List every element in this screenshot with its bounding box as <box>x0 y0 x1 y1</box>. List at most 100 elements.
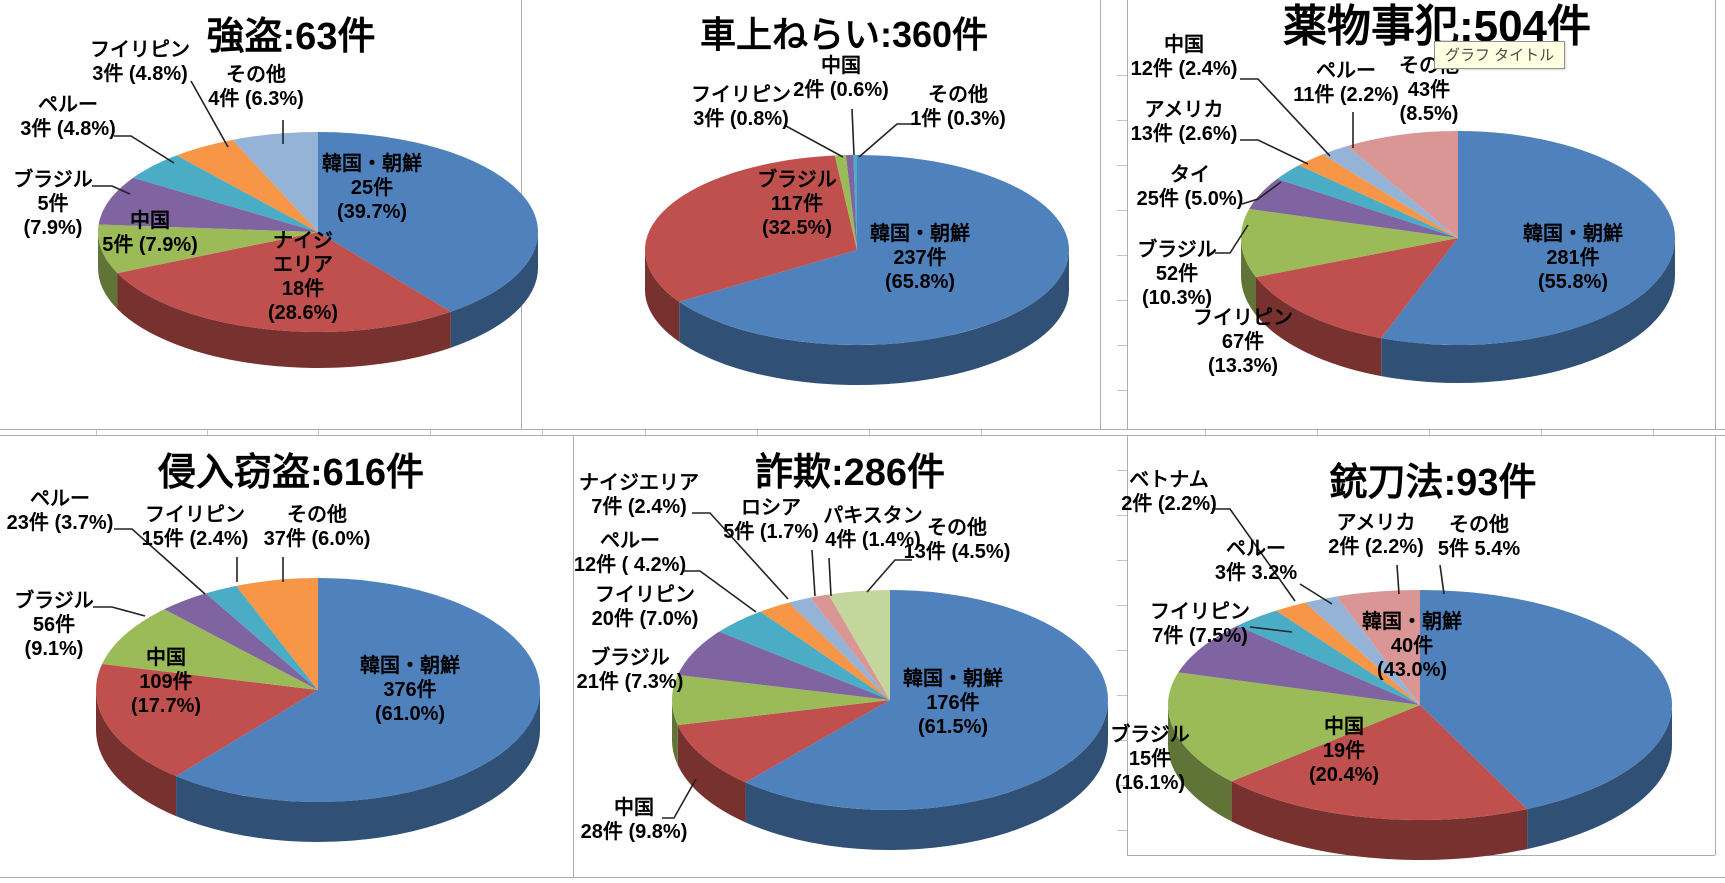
sheet-gridline <box>1117 785 1127 786</box>
chart-title-car-break-in: 車上ねらい:360件 <box>699 14 989 55</box>
pie-slice-fraud-1[interactable] <box>677 700 890 783</box>
sheet-gridline <box>1117 300 1127 301</box>
slice-label-fraud-5: ナイジエリア 7件 (2.4%) <box>579 472 699 518</box>
pie-slice-fraud-8[interactable] <box>828 590 890 700</box>
pie-slice-firearms-law-4[interactable] <box>1237 610 1420 705</box>
slice-label-fraud-7: パキスタン 4件 (1.4%) <box>823 504 922 551</box>
chart-title-burglary: 侵入窃盗:616件 <box>157 452 425 494</box>
pie-slice-robbery-5[interactable] <box>176 139 318 232</box>
pie-slice-car-break-in-4[interactable] <box>853 155 857 250</box>
slice-label-robbery-5: フイリピン 3件 (4.8%) <box>90 38 190 85</box>
slice-label-car-break-in-0: 韓国・朝鮮 237件(65.8%) <box>870 221 970 293</box>
sheet-gridline <box>573 435 574 877</box>
label-leader-line <box>828 557 832 597</box>
pie-slice-burglary-0[interactable] <box>176 578 541 802</box>
pie-slice-side-car-break-in-1 <box>645 250 680 342</box>
slice-label-burglary-0: 韓国・朝鮮 376件(61.0%) <box>360 653 460 725</box>
pie-slice-fraud-7[interactable] <box>810 594 890 700</box>
sheet-gridline <box>1127 0 1128 429</box>
pie-slice-fraud-0[interactable] <box>745 590 1108 810</box>
label-leader-line <box>682 570 757 613</box>
slice-label-robbery-1: ナイジエリア 18件(28.6%) <box>268 230 338 324</box>
slice-label-burglary-3: ペルー 23件 (3.7%) <box>7 488 114 534</box>
sheet-gridline <box>1117 515 1127 516</box>
sheet-gridline <box>1117 390 1127 391</box>
pie-slice-drug-offenses-7[interactable] <box>1347 131 1458 238</box>
sheet-gridline <box>1117 165 1127 166</box>
pie-slice-firearms-law-7[interactable] <box>1336 589 1420 705</box>
slice-label-drug-offenses-6: ペルー 11件 (2.2%) <box>1293 60 1399 106</box>
pie-slice-firearms-law-1[interactable] <box>1231 705 1528 820</box>
slice-label-car-break-in-4: その他 1件 (0.3%) <box>910 82 1006 130</box>
pie-slice-fraud-4[interactable] <box>719 611 890 700</box>
pie-chart-car-break-in: 韓国・朝鮮 237件(65.8%) ブラジル 117件(32.5%) フイリピン 3件 (… <box>645 53 1069 385</box>
slice-label-firearms-law-5: ベトナム 2件 (2.2%) <box>1121 469 1217 515</box>
pie-chart-firearms-law: 韓国・朝鮮 40件(43.0%) 中国 19件(20.4%) ブラジル 15件(16.1%… <box>1110 469 1673 860</box>
pie-slice-firearms-law-5[interactable] <box>1276 602 1420 705</box>
sheet-gridline <box>1117 470 1127 471</box>
pie-slice-car-break-in-3[interactable] <box>845 155 857 250</box>
pie-slice-drug-offenses-3[interactable] <box>1249 178 1458 238</box>
pie-slice-fraud-3[interactable] <box>677 631 890 700</box>
pie-slice-robbery-2[interactable] <box>97 224 318 274</box>
label-leader-line <box>692 512 789 600</box>
pie-slice-side-drug-offenses-0 <box>1381 238 1675 383</box>
pie-slice-drug-offenses-2[interactable] <box>1241 209 1458 278</box>
sheet-gridline <box>1653 430 1654 435</box>
pie-slice-firearms-law-6[interactable] <box>1305 596 1420 705</box>
sheet-gridline <box>0 435 1725 436</box>
pie-slice-burglary-1[interactable] <box>96 663 319 777</box>
slice-label-burglary-1: 中国 109件(17.7%) <box>131 645 201 717</box>
pie-slice-firearms-law-3[interactable] <box>1178 625 1420 705</box>
pie-slice-side-firearms-law-0 <box>1527 705 1672 850</box>
slice-label-firearms-law-6: アメリカ 2件 (2.2%) <box>1328 512 1424 558</box>
pie-slice-burglary-5[interactable] <box>236 578 318 690</box>
label-leader-line <box>858 123 913 158</box>
pie-slice-drug-offenses-5[interactable] <box>1298 154 1458 238</box>
pie-slice-firearms-law-0[interactable] <box>1420 590 1673 810</box>
pie-slice-robbery-3[interactable] <box>98 177 318 232</box>
pie-slice-burglary-3[interactable] <box>164 593 318 690</box>
pie-slice-fraud-6[interactable] <box>788 597 890 700</box>
pie-slice-drug-offenses-1[interactable] <box>1256 238 1458 339</box>
sheet-gridline <box>1117 605 1127 606</box>
pie-slice-burglary-4[interactable] <box>205 585 318 690</box>
label-leader-line <box>93 606 146 617</box>
pie-slice-robbery-4[interactable] <box>133 155 318 232</box>
slice-label-fraud-2: ブラジル 21件 (7.3%) <box>577 645 684 693</box>
pie-slice-drug-offenses-0[interactable] <box>1381 131 1676 345</box>
slice-label-drug-offenses-4: アメリカ 13件 (2.6%) <box>1131 99 1238 145</box>
label-leader-line <box>1439 564 1445 595</box>
pie-slice-robbery-6[interactable] <box>232 132 318 232</box>
pie-slice-fraud-2[interactable] <box>671 674 890 726</box>
pie-slice-robbery-1[interactable] <box>117 232 451 333</box>
pie-slice-burglary-2[interactable] <box>102 609 318 690</box>
pie-slice-car-break-in-1[interactable] <box>645 155 857 302</box>
label-leader-line <box>190 80 229 148</box>
slice-label-burglary-2: ブラジル 56件(9.1%) <box>14 588 94 660</box>
slice-label-firearms-law-1: 中国 19件(20.4%) <box>1309 714 1379 786</box>
pie-slice-car-break-in-2[interactable] <box>834 155 857 250</box>
label-leader-line <box>1215 224 1249 254</box>
slice-label-firearms-law-2: ブラジル 15件(16.1%) <box>1110 722 1190 794</box>
slice-label-drug-offenses-3: タイ 25件 (5.0%) <box>1137 163 1244 210</box>
pie-slice-fraud-5[interactable] <box>760 602 890 700</box>
slice-label-burglary-4: フイリピン 15件 (2.4%) <box>142 503 249 550</box>
pie-slice-side-burglary-1 <box>95 690 177 817</box>
sheet-gridline <box>1317 430 1318 435</box>
pie-slice-car-break-in-0[interactable] <box>679 155 1069 346</box>
slice-label-firearms-law-3: フイリピン 7件 (7.5%) <box>1150 600 1250 647</box>
sheet-gridline <box>1127 435 1128 855</box>
label-leader-line <box>866 559 912 593</box>
pie-slice-robbery-0[interactable] <box>318 132 539 312</box>
chart-title-fraud: 詐欺:286件 <box>754 452 946 494</box>
pie-slice-firearms-law-2[interactable] <box>1168 672 1420 782</box>
slice-label-fraud-3: フイリピン 20件 (7.0%) <box>592 583 699 630</box>
slice-label-fraud-4: ペルー 12件 ( 4.2%) <box>574 530 686 576</box>
pie-slice-drug-offenses-6[interactable] <box>1322 146 1458 238</box>
sheet-gridline <box>542 430 543 435</box>
slice-label-fraud-6: ロシア 5件 (1.7%) <box>723 497 819 543</box>
label-leader-line <box>1212 508 1296 602</box>
pie-slice-drug-offenses-4[interactable] <box>1277 165 1458 238</box>
